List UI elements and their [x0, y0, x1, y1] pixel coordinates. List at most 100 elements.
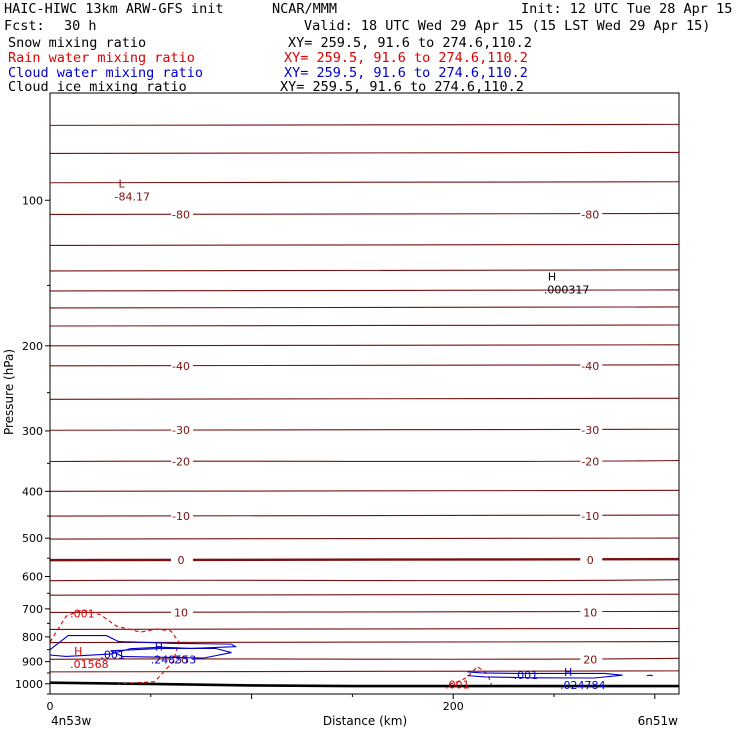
isotherm-line — [49, 593, 680, 596]
legend-snow-name: Snow mixing ratio — [8, 35, 147, 51]
x-tick-label: 0 — [47, 700, 54, 713]
isotherm-label-bg — [171, 510, 194, 523]
legend-rain-name: Rain water mixing ratio — [8, 50, 195, 66]
legend-rain-xy: XY= 259.5, 91.6 to 274.6,110.2 — [284, 50, 528, 66]
y-tick-label: 800 — [22, 631, 43, 644]
y-tick-label: 1000 — [15, 678, 43, 691]
model-title: HAIC-HIWC 13km ARW-GFS init — [4, 1, 224, 17]
x-axis-title: Distance (km) — [323, 714, 407, 728]
right-endpoint-label: 6n51w — [638, 714, 679, 728]
y-tick-label: 200 — [22, 340, 43, 353]
legend-cloud-ice-name: Cloud ice mixing ratio — [8, 79, 187, 95]
isotherm-label-bg — [171, 208, 194, 221]
isotherm-label: 0 — [178, 554, 185, 567]
rain-contour — [449, 665, 493, 685]
y-axis-title: Pressure (hPa) — [2, 349, 16, 435]
extremum-value: .01568 — [70, 658, 109, 671]
isotherm-line — [49, 344, 680, 347]
isotherm-label: -20 — [581, 456, 599, 469]
plot-frame — [49, 92, 680, 695]
legend-cloud-ice-xy: XY= 259.5, 91.6 to 274.6,110.2 — [280, 79, 524, 95]
cloud-water-contour-label: .001 — [514, 669, 539, 682]
forecast-label: Fcst: — [4, 18, 45, 34]
isotherm-label-bg — [171, 606, 194, 619]
rain-contour-label: .001 — [445, 678, 470, 691]
forecast-hours: 30 h — [64, 18, 97, 34]
isotherm-label: 20 — [174, 653, 188, 666]
isotherm-label-bg — [580, 455, 603, 468]
isotherm-label: -40 — [172, 360, 190, 373]
cloud-water-contours: .001 .001 — [49, 635, 653, 682]
isotherm-line — [49, 243, 680, 246]
isotherm-line — [49, 670, 680, 673]
isotherm-line — [49, 489, 680, 492]
extremum-value: .248553 — [151, 654, 197, 667]
temperature-contours: -80 -80 -40 -40 -30 -30 -20 -20 -10 -10 0 0 10 10 20 20 — [49, 123, 680, 673]
y-tick-label: 400 — [22, 485, 43, 498]
isotherm-line — [49, 289, 680, 292]
isotherm-label: -30 — [172, 424, 190, 437]
isotherm-line — [49, 324, 680, 327]
cloud-water-contour-label: .001 — [100, 649, 125, 662]
cloud-water-contour — [110, 647, 232, 659]
y-tick-label: 100 — [22, 194, 43, 207]
isotherm-line — [49, 306, 680, 309]
isotherm-line — [49, 123, 680, 126]
isotherm-label: -80 — [172, 208, 190, 221]
cloud-water-contour — [49, 635, 238, 657]
isotherm-label: 0 — [587, 554, 594, 567]
isotherm-label-bg — [580, 653, 603, 666]
isotherm-line — [49, 397, 680, 401]
isotherm-line — [49, 537, 680, 540]
extremum-marker: H — [564, 666, 572, 679]
isotherm-line — [49, 579, 680, 582]
isotherm-line — [49, 269, 680, 272]
isotherm-label: 10 — [174, 606, 188, 619]
legend-cloud-water-name: Cloud water mixing ratio — [8, 65, 204, 81]
rain-contour — [49, 609, 180, 685]
isotherm-label: -10 — [581, 510, 599, 523]
extremum-marker: L — [119, 177, 126, 190]
init-time: Init: 12 UTC Tue 28 Apr 15 — [521, 1, 733, 17]
isotherm-label: 20 — [583, 653, 597, 666]
legend-cloud-water-xy: XY= 259.5, 91.6 to 274.6,110.2 — [284, 65, 528, 81]
valid-time: Valid: 18 UTC Wed 29 Apr 15 (15 LST Wed … — [304, 18, 711, 34]
left-endpoint-label: 4n53w — [51, 714, 92, 728]
y-tick-label: 300 — [22, 425, 43, 438]
isotherm-label: -10 — [172, 510, 190, 523]
cloud-water-contour — [646, 674, 653, 677]
isotherm-label-bg — [580, 424, 603, 437]
terrain-line — [49, 681, 679, 688]
isotherm-label-bg — [171, 455, 194, 468]
isotherm-label: -40 — [581, 360, 599, 373]
y-tick-label: 600 — [22, 570, 43, 583]
isotherm-label: -80 — [581, 208, 599, 221]
y-tick-label: 900 — [22, 656, 43, 669]
rain-contour-label: .001 — [70, 607, 95, 620]
isotherm-label: 10 — [583, 606, 597, 619]
org-label: NCAR/MMM — [272, 1, 338, 17]
isotherm-line — [49, 181, 680, 184]
isotherm-line — [49, 151, 680, 155]
cloud-water-contour — [467, 671, 623, 679]
terrain-surface — [49, 681, 679, 688]
extremum-value: .024784 — [560, 679, 606, 692]
isotherm-label-bg — [580, 554, 603, 567]
y-tick-label: 500 — [22, 532, 43, 545]
isotherm-line — [49, 627, 680, 631]
extremum-marker: H — [548, 271, 556, 284]
x-tick-label: 200 — [443, 700, 464, 713]
extremum-marker: H — [155, 641, 163, 654]
legend-snow-xy: XY= 259.5, 91.6 to 274.6,110.2 — [288, 35, 532, 51]
extremum-value: .000317 — [544, 284, 590, 297]
isotherm-label: -30 — [581, 424, 599, 437]
isotherm-label: -20 — [172, 456, 190, 469]
isotherm-label-bg — [171, 554, 194, 567]
y-tick-label: 700 — [22, 603, 43, 616]
isotherm-label-bg — [580, 208, 603, 221]
isotherm-label-bg — [580, 359, 603, 372]
isotherm-label-bg — [171, 653, 194, 666]
